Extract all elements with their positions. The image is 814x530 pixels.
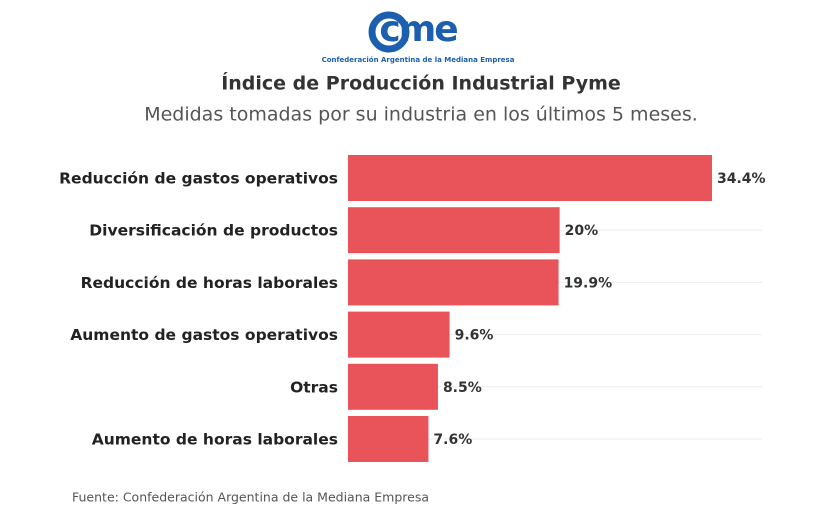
category-label: Diversificación de productos <box>89 222 338 240</box>
logo: cme <box>379 9 457 50</box>
category-label: Reducción de horas laborales <box>81 274 338 292</box>
value-label: 34.4% <box>717 171 766 187</box>
chart-title: Índice de Producción Industrial Pyme <box>221 72 621 95</box>
bar <box>348 155 712 201</box>
bar <box>348 311 450 358</box>
category-label: Aumento de horas laborales <box>92 431 338 449</box>
category-label: Aumento de gastos operativos <box>70 326 338 344</box>
value-label: 20% <box>565 223 599 239</box>
logo-caption: Confederación Argentina de la Mediana Em… <box>322 56 515 64</box>
bar <box>348 207 560 254</box>
value-label: 7.6% <box>433 432 472 448</box>
value-label: 19.9% <box>564 275 613 291</box>
value-label: 8.5% <box>443 380 482 396</box>
bar <box>348 416 429 462</box>
category-label: Otras <box>290 378 338 396</box>
value-label: 9.6% <box>455 328 494 344</box>
logo-mark <box>368 11 410 53</box>
bar <box>348 259 559 306</box>
bar <box>348 363 438 410</box>
source: Fuente: Confederación Argentina de la Me… <box>72 490 429 505</box>
chart-subtitle: Medidas tomadas por su industria en los … <box>144 104 698 126</box>
category-label: Reducción de gastos operativos <box>59 170 338 188</box>
